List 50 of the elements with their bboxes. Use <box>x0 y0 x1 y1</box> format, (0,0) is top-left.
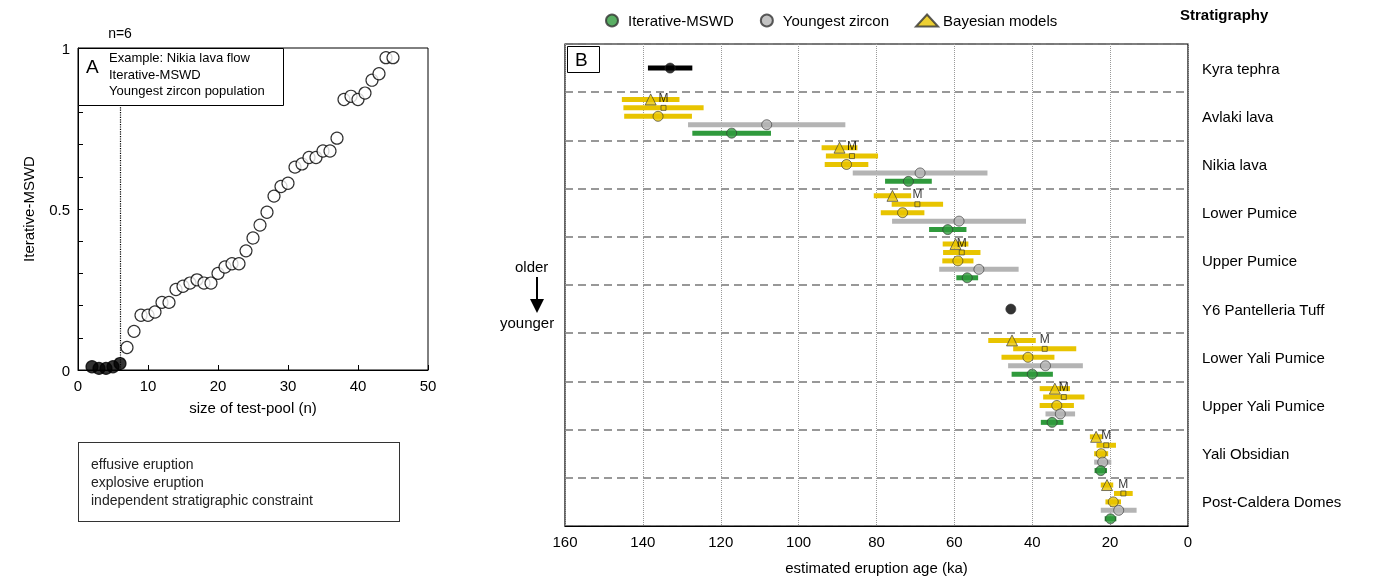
x-tick-label: 50 <box>419 377 437 394</box>
data-label: M <box>912 187 923 202</box>
y-tick-label: Upper Pumice <box>1202 252 1298 270</box>
y-tick-label: Upper Yali Pumice <box>1202 397 1325 414</box>
x-tick-label: 60 <box>946 533 963 550</box>
y-tick-label: Lower Pumice <box>1202 204 1298 222</box>
text: younger <box>500 314 555 331</box>
x-axis-title: estimated eruption age (ka) <box>785 559 968 576</box>
y-tick-label: Post-Caldera Domes <box>1202 493 1342 511</box>
text: effusive eruption <box>91 455 195 473</box>
chart-title: A <box>86 56 99 77</box>
x-tick-label: 20 <box>1101 533 1119 550</box>
ref-line-label: n=6 <box>108 25 133 41</box>
data-label: M <box>1101 428 1112 443</box>
text: independent stratigraphic constraint <box>91 491 314 509</box>
x-tick-label: 160 <box>552 533 578 550</box>
y-tick-label: Lower Yali Pumice <box>1202 348 1325 366</box>
x-tick-label: 20 <box>209 377 227 394</box>
x-tick-label: 0 <box>1183 533 1193 550</box>
data-label: M <box>1118 476 1129 491</box>
y-tick-label: 1 <box>61 39 70 57</box>
x-tick-label: 140 <box>630 533 656 550</box>
legend-label: Youngest zircon <box>782 12 890 29</box>
x-tick-label: 10 <box>139 377 157 394</box>
y-tick-label: Kyra tephra <box>1202 59 1281 77</box>
y-tick-label: 0.5 <box>49 200 70 218</box>
y-tick-label: Yali Obsidian <box>1202 445 1290 463</box>
legend-label: Iterative-MSWD <box>628 12 735 29</box>
text: older <box>515 258 549 275</box>
y-axis-title: Stratigraphy <box>1180 6 1270 23</box>
annotation: Iterative-MSWD <box>109 66 201 82</box>
y-tick-label: 0 <box>61 361 70 379</box>
x-tick-label: 40 <box>349 377 367 394</box>
chart-title: B <box>575 49 588 70</box>
y-tick-label: Avlaki lava <box>1202 107 1275 125</box>
x-tick-label: 80 <box>868 533 885 550</box>
text: explosive eruption <box>91 473 205 491</box>
x-tick-label: 100 <box>786 533 812 550</box>
annotation: Example: Nikia lava flow <box>109 50 251 65</box>
x-tick-label: 30 <box>279 377 297 394</box>
y-axis-title: Iterative-MSWD <box>20 155 37 262</box>
annotation: Youngest zircon population <box>109 83 265 98</box>
y-tick-label: Nikia lava <box>1202 156 1268 173</box>
y-tick-label: Y6 Pantelleria Tuff <box>1202 300 1326 318</box>
x-tick-label: 0 <box>73 377 83 394</box>
data-label: M <box>1039 331 1050 346</box>
legend-label: Bayesian models <box>943 12 1058 29</box>
x-tick-label: 120 <box>708 533 734 550</box>
x-tick-label: 40 <box>1023 533 1041 550</box>
x-axis-title: size of test-pool (n) <box>189 399 317 416</box>
